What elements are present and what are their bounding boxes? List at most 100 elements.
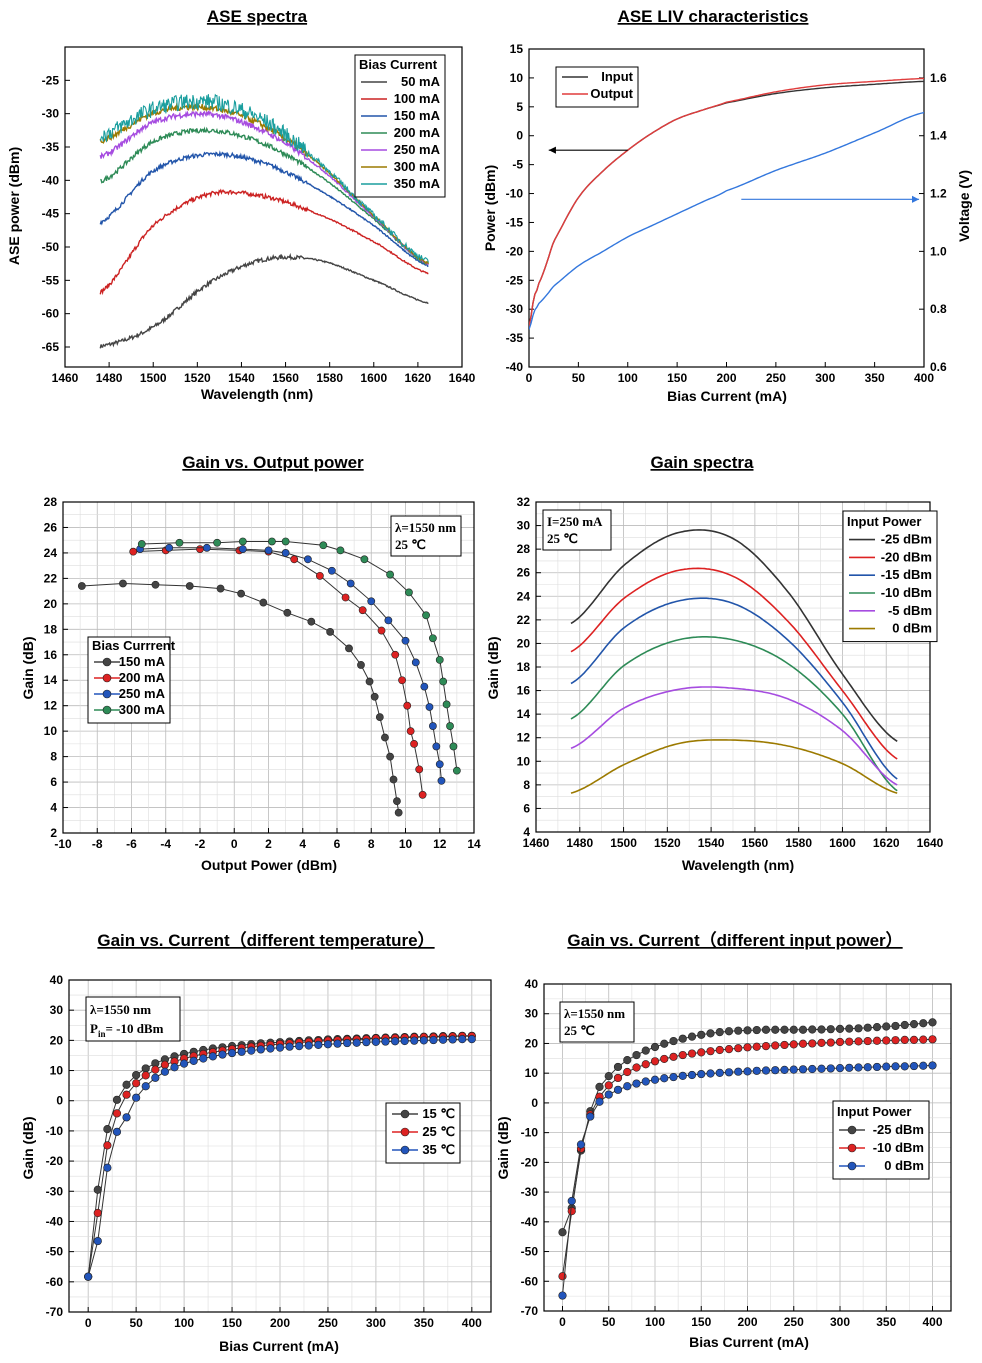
legend-label: 200 mA: [394, 125, 441, 140]
y-tick-label: 4: [50, 801, 57, 815]
data-point: [189, 1056, 198, 1065]
annotation-text: I=250 mA: [547, 514, 603, 529]
data-point: [237, 1047, 246, 1056]
legend-label: 50 mA: [401, 74, 441, 89]
x-tick-label: 1460: [523, 836, 550, 850]
data-point: [112, 1095, 122, 1104]
data-point: [112, 1127, 122, 1136]
legend-label: 25 ℃: [422, 1124, 455, 1139]
y2-tick-label: 1.2: [930, 187, 947, 201]
legend-box: [354, 54, 446, 198]
y-axis-label: Power (dBm): [482, 165, 498, 251]
y-tick-label: -50: [42, 240, 60, 254]
data-point: [281, 537, 290, 546]
gain-vs-output-power-chart: Gain vs. Output power Output Power (dBm)…: [20, 453, 481, 873]
data-point: [435, 760, 444, 769]
data-point: [789, 1040, 798, 1049]
legend-label: 0 dBm: [892, 621, 932, 636]
x-tick-label: 1560: [272, 371, 299, 385]
data-point: [448, 1035, 457, 1044]
y-tick-label: 20: [50, 1033, 64, 1047]
data-point: [393, 797, 401, 806]
data-point: [386, 570, 394, 579]
data-point: [706, 1069, 715, 1078]
data-point: [558, 1291, 567, 1300]
data-point: [175, 538, 184, 547]
data-point: [327, 566, 336, 575]
data-point: [909, 1035, 919, 1044]
data-point: [401, 636, 410, 645]
x-tick-label: 50: [602, 1315, 616, 1329]
data-point: [891, 1062, 900, 1071]
data-point: [863, 1063, 872, 1072]
data-point: [641, 1060, 650, 1069]
data-point: [420, 682, 429, 691]
legend-label: -5 dBm: [888, 603, 932, 618]
data-point: [129, 547, 138, 556]
legend-label: 150 mA: [394, 108, 441, 123]
data-point: [715, 1045, 724, 1055]
data-point: [660, 1074, 669, 1083]
annotation-box: [390, 515, 462, 557]
data-point: [928, 1018, 937, 1027]
legend-label: 150 mA: [119, 654, 166, 669]
data-point: [238, 545, 247, 554]
y-tick-label: 10: [44, 724, 58, 738]
y-tick-label: 18: [517, 660, 531, 674]
data-point: [734, 1044, 743, 1053]
data-point: [227, 1048, 237, 1058]
x-tick-label: 1580: [785, 836, 812, 850]
y-tick-label: -5: [512, 158, 523, 172]
data-point: [341, 593, 350, 602]
legend-label: 250 mA: [119, 686, 166, 701]
data-point: [151, 1065, 160, 1074]
y2-tick-label: 1.0: [930, 244, 947, 258]
data-point: [303, 555, 312, 564]
x-tick-label: 12: [433, 837, 447, 851]
y-tick-label: 20: [517, 636, 531, 650]
data-point: [687, 1049, 697, 1058]
y-tick-label: -10: [46, 1124, 64, 1138]
x-tick-label: 200: [716, 371, 736, 385]
annotation-text: λ=1550 nm: [395, 520, 456, 535]
y2-tick-label: 1.6: [930, 71, 947, 85]
series-line: [140, 547, 442, 781]
legend-marker: [400, 1145, 410, 1155]
ase-liv-chart: ASE LIV characteristics Bias Current (mA…: [482, 7, 972, 404]
legend-title: Bias Current: [359, 57, 438, 72]
x-tick-label: 400: [914, 371, 934, 385]
series--10dbm: [558, 1035, 937, 1281]
data-point: [377, 626, 386, 635]
data-point: [623, 1067, 632, 1077]
x-tick-label: 1600: [360, 371, 387, 385]
data-point: [706, 1047, 715, 1056]
annotation-box: [559, 1001, 635, 1043]
x-tick-label: 1480: [566, 836, 593, 850]
legend-label: Input: [601, 69, 633, 84]
data-point: [817, 1064, 826, 1073]
y-tick-label: 14: [44, 673, 58, 687]
y-axis-label: Gain (dB): [20, 637, 36, 700]
data-point: [333, 1039, 342, 1048]
y-tick-label: 0: [56, 1094, 63, 1108]
x-axis-label: Wavelength (nm): [201, 386, 313, 402]
x-tick-label: 100: [645, 1315, 665, 1329]
series--25dbm: [558, 1018, 937, 1237]
data-point: [132, 1093, 141, 1102]
x-tick-label: 100: [618, 371, 638, 385]
data-point: [863, 1023, 872, 1032]
data-point: [160, 1060, 170, 1069]
data-point: [415, 765, 424, 774]
data-point: [613, 1085, 623, 1094]
x-tick-label: 1500: [140, 371, 167, 385]
data-point: [358, 606, 367, 615]
annotation-box: [85, 996, 181, 1042]
data-point: [798, 1039, 808, 1048]
data-point: [264, 546, 273, 555]
x-tick-label: 100: [174, 1316, 194, 1330]
data-point: [132, 1079, 141, 1088]
y-tick-label: 6: [523, 801, 530, 815]
data-point: [632, 1079, 641, 1088]
y2-tick-label: 0.8: [930, 302, 947, 316]
